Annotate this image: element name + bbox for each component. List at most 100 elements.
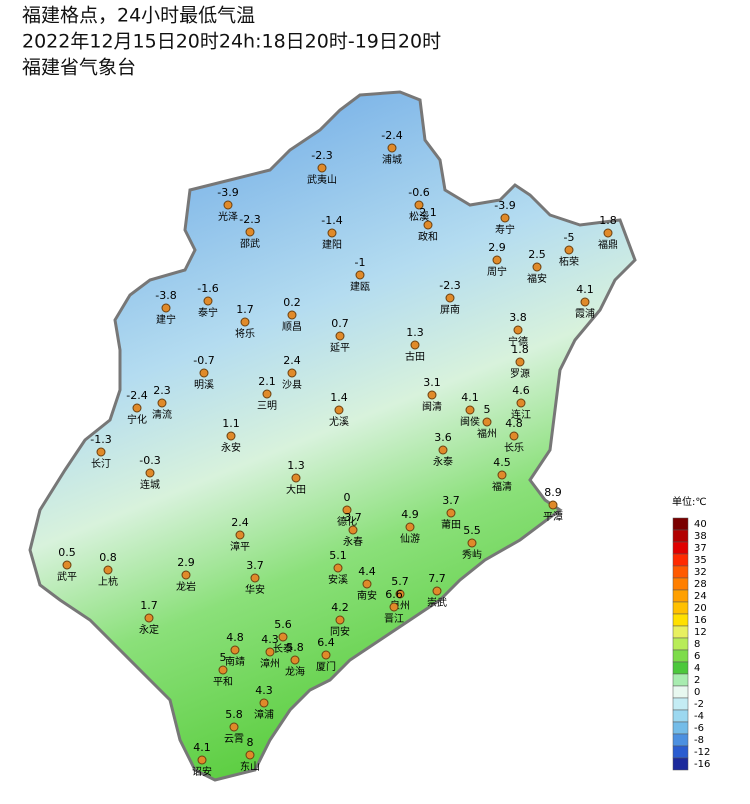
station-name: 将乐	[235, 328, 255, 340]
station-dot	[197, 755, 207, 765]
station-value: -2.3	[439, 279, 460, 292]
station-value: 2.9	[177, 556, 195, 569]
station-dot	[427, 390, 437, 400]
station-value: 4.4	[358, 565, 376, 578]
station-dot	[287, 368, 297, 378]
legend-swatch	[672, 649, 689, 663]
station-dot	[395, 589, 405, 599]
station-value: -1.3	[90, 433, 111, 446]
station-name: 古田	[405, 350, 425, 363]
station-value: 0.2	[283, 296, 301, 309]
station-name: 宁化	[127, 413, 147, 426]
legend-label: 20	[694, 603, 707, 614]
station-dot	[564, 245, 574, 255]
legend-label: 37	[694, 543, 707, 554]
station-dot	[62, 560, 72, 570]
station-dot	[223, 200, 233, 210]
station-value: 3.6	[434, 431, 452, 444]
station-value: -1.4	[321, 214, 342, 227]
station-name: 安溪	[328, 573, 348, 586]
station-value: -1	[355, 256, 366, 269]
station-name: 寿宁	[495, 223, 515, 236]
station-dot	[497, 470, 507, 480]
station-name: 长汀	[91, 458, 111, 470]
station-value: 3.1	[423, 376, 441, 389]
station-value: 7.7	[428, 572, 446, 585]
legend-swatch	[672, 637, 689, 651]
station-value: 2.4	[231, 516, 249, 529]
legend-swatch	[672, 673, 689, 687]
station-name: 霞浦	[575, 307, 595, 320]
station-name: 三明	[257, 400, 277, 412]
station-dot	[291, 473, 301, 483]
station-dot	[548, 500, 558, 510]
station-name: 闽侯	[460, 415, 480, 428]
station-name: 沙县	[282, 379, 302, 391]
station-value: 6.4	[317, 636, 335, 649]
station-value: 5	[220, 651, 227, 664]
station-name: 福清	[492, 480, 512, 493]
station-value: -2.4	[381, 129, 402, 142]
station-value: 5.7	[391, 575, 409, 588]
legend-label: 6	[694, 651, 700, 662]
station-value: 1.7	[140, 599, 158, 612]
legend-swatch	[672, 529, 689, 543]
legend-swatch	[672, 589, 689, 603]
station-name: 龙海	[285, 665, 305, 678]
station-name: 闽清	[422, 400, 442, 413]
station-dot	[348, 525, 358, 535]
station-value: 0.8	[99, 551, 117, 564]
station-value: 0.5	[58, 546, 76, 559]
station-value: -0.3	[139, 454, 160, 467]
legend-swatch	[672, 661, 689, 675]
title-line: 福建省气象台	[22, 57, 136, 79]
station-dot	[603, 228, 613, 238]
station-name: 宁德	[508, 335, 528, 348]
station-name: 明溪	[194, 379, 214, 391]
station-dot	[287, 310, 297, 320]
station-dot	[414, 200, 424, 210]
legend-swatch	[672, 733, 689, 747]
station-dot	[145, 468, 155, 478]
station-name: 永春	[343, 535, 363, 548]
station-name: 罗源	[510, 367, 530, 380]
station-name: 永定	[139, 623, 159, 636]
station-dot	[500, 213, 510, 223]
station-value: 1.1	[222, 417, 240, 430]
station-name: 光泽	[218, 210, 238, 223]
station-dot	[161, 303, 171, 313]
station-value: -3.9	[494, 199, 515, 212]
station-name: 莆田	[441, 518, 461, 531]
station-value: -3.9	[217, 186, 238, 199]
legend-label: 32	[694, 567, 707, 578]
station-dot	[410, 340, 420, 350]
station-dot	[245, 227, 255, 237]
station-value: 1.8	[511, 343, 529, 356]
station-dot	[321, 650, 331, 660]
legend-label: 0	[694, 687, 700, 698]
station-name: 崇武	[427, 596, 447, 609]
station-name: 上杭	[98, 575, 118, 588]
station-dot	[96, 447, 106, 457]
station-dot	[290, 655, 300, 665]
legend-swatch	[672, 709, 689, 723]
legend-label: -8	[694, 735, 704, 746]
station-dot	[245, 750, 255, 760]
station-dot	[265, 647, 275, 657]
station-dot	[240, 317, 250, 327]
legend-label: 38	[694, 531, 707, 542]
station-value: 5.6	[274, 618, 292, 631]
station-dot	[467, 538, 477, 548]
station-value: 1.4	[330, 391, 348, 404]
station-name: 同安	[330, 625, 350, 638]
station-value: 2.9	[488, 241, 506, 254]
station-name: 邵武	[240, 237, 260, 250]
station-name: 东山	[240, 760, 260, 773]
station-value: 4.9	[401, 508, 419, 521]
legend-swatch	[672, 613, 689, 627]
station-value: 3.7	[442, 494, 460, 507]
station-value: 4.1	[193, 741, 211, 754]
station-value: 2.5	[528, 248, 546, 261]
legend-swatch	[672, 757, 689, 771]
station-dot	[250, 573, 260, 583]
